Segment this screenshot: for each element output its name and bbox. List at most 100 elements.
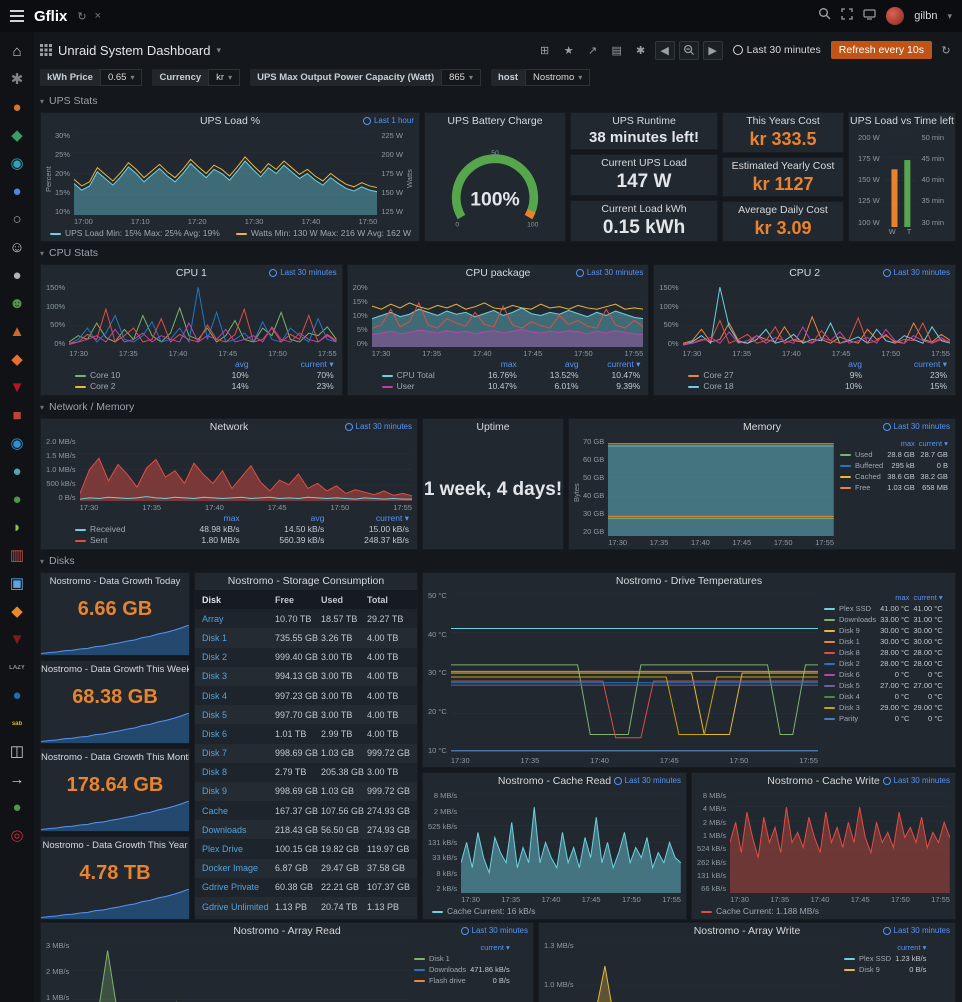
panel-title[interactable]: Nostromo - Storage Consumption: [227, 575, 385, 587]
panel-title[interactable]: Nostromo - Data Growth This Week: [41, 664, 189, 675]
time-range-badge[interactable]: Last 30 minutes: [883, 926, 950, 935]
legend-item[interactable]: Cache Current: 1.188 MB/s: [701, 906, 819, 916]
time-range-badge[interactable]: Last 30 minutes: [883, 268, 950, 277]
legend-sort-current[interactable]: current ▾: [918, 439, 948, 448]
panel-title[interactable]: This Years Cost: [746, 115, 820, 127]
panel-title[interactable]: Average Daily Cost: [738, 204, 828, 217]
disk-link[interactable]: Array: [202, 613, 224, 624]
legend-item[interactable]: Plex SSD: [822, 603, 878, 614]
sidebar-plugin-green-icon[interactable]: ●: [12, 491, 22, 508]
disk-link[interactable]: Disk 5: [202, 709, 228, 720]
panel-title[interactable]: Memory: [743, 421, 781, 433]
row-header-disks[interactable]: ▾ Disks: [40, 552, 956, 570]
legend-item[interactable]: Disk 9: [822, 625, 878, 636]
panel-title[interactable]: Network: [209, 421, 249, 433]
column-header-Disk[interactable]: Disk: [202, 594, 222, 605]
panel-title[interactable]: Nostromo - Data Growth Today: [49, 576, 181, 587]
sidebar-home-icon[interactable]: ⌂: [12, 43, 22, 60]
time-range-badge[interactable]: Last 30 minutes: [345, 422, 412, 431]
variable-value-dropdown[interactable]: Nostromo ▾: [525, 68, 591, 86]
legend-item[interactable]: Downloads: [412, 964, 468, 975]
dashboard-picker-icon[interactable]: [40, 44, 52, 56]
sidebar-plugin-shield-red-icon[interactable]: ▼: [9, 379, 25, 396]
sidebar-plugin-sab-icon[interactable]: sab: [11, 721, 23, 727]
legend-item[interactable]: Disk 3: [822, 702, 878, 713]
save-icon[interactable]: ▤: [607, 41, 627, 60]
legend-item[interactable]: Core 18: [685, 381, 780, 392]
dashboard-title[interactable]: Unraid System Dashboard: [58, 42, 211, 58]
time-range-badge[interactable]: Last 30 minutes: [461, 926, 528, 935]
user-avatar[interactable]: [886, 7, 905, 25]
search-icon[interactable]: [818, 7, 831, 25]
row-header-network-memory[interactable]: ▾ Network / Memory: [40, 398, 956, 416]
panel-title[interactable]: Estimated Yearly Cost: [731, 159, 835, 172]
variable-value-dropdown[interactable]: 865 ▾: [441, 68, 481, 86]
sidebar-plugin-light-icon[interactable]: ●: [12, 267, 22, 284]
disk-link[interactable]: Disk 4: [202, 690, 228, 701]
panel-title[interactable]: Nostromo - Cache Write: [767, 775, 880, 787]
legend-sort-avg[interactable]: avg: [234, 359, 249, 369]
sidebar-plugin-bank-icon[interactable]: ◫: [9, 743, 25, 760]
legend-item[interactable]: Disk 5: [822, 680, 878, 691]
time-range-badge[interactable]: Last 30 minutes: [883, 422, 950, 431]
close-tab-icon[interactable]: ×: [94, 10, 101, 22]
dashboard-title-caret-icon[interactable]: ▾: [216, 44, 221, 55]
legend-item[interactable]: Used: [838, 449, 885, 460]
panel-title[interactable]: CPU 2: [789, 267, 821, 279]
sidebar-plugin-blue-square-icon[interactable]: ▣: [9, 575, 25, 592]
share-icon[interactable]: ↗: [583, 41, 603, 60]
panel-title[interactable]: UPS Load %: [199, 115, 261, 127]
panel-title[interactable]: Nostromo - Cache Read: [497, 775, 612, 787]
sidebar-plugin-github-icon[interactable]: ●: [12, 799, 22, 816]
legend-item[interactable]: Free: [838, 482, 885, 493]
refresh-icon[interactable]: ↻: [936, 41, 956, 60]
panel-title[interactable]: Nostromo - Array Read: [233, 925, 341, 937]
time-range-badge[interactable]: Last 30 minutes: [576, 268, 643, 277]
time-range-badge[interactable]: Last 1 hour: [363, 116, 414, 125]
refresh-interval-button[interactable]: Refresh every 10s: [830, 41, 932, 59]
sidebar-plugin-red-box-icon[interactable]: ■: [12, 407, 22, 424]
disk-link[interactable]: Downloads: [202, 824, 247, 835]
legend-sort-current[interactable]: current ▾: [913, 593, 943, 602]
legend-sort-avg[interactable]: avg: [564, 359, 579, 369]
legend-sort-current[interactable]: current ▾: [480, 943, 510, 952]
time-range-badge[interactable]: Last 30 minutes: [269, 268, 336, 277]
time-range-picker[interactable]: Last 30 minutes: [727, 44, 827, 56]
legend-sort-current[interactable]: current ▾: [607, 359, 641, 369]
sidebar-settings-icon[interactable]: ✱: [10, 71, 24, 88]
sidebar-plugin-orange-icon[interactable]: ●: [12, 99, 22, 116]
disk-link[interactable]: Disk 8: [202, 767, 228, 778]
legend-item[interactable]: Cache Current: 16 kB/s: [432, 906, 535, 916]
legend-item[interactable]: Watts Min: 130 W Max: 216 W Avg: 162 W: [235, 228, 411, 238]
disk-link[interactable]: Gdrive Private: [202, 882, 260, 893]
panel-title[interactable]: Nostromo - Data Growth This Year: [42, 840, 188, 851]
disk-link[interactable]: Docker Image: [202, 863, 259, 874]
legend-sort-max[interactable]: max: [223, 513, 240, 523]
legend-item[interactable]: Flash drive: [412, 975, 468, 986]
legend-item[interactable]: User: [379, 381, 458, 392]
disk-link[interactable]: Plex Drive: [202, 844, 244, 855]
kiosk-mode-icon[interactable]: [841, 7, 853, 25]
legend-item[interactable]: Disk 4: [822, 691, 878, 702]
sidebar-plugin-teal-icon[interactable]: ◉: [10, 155, 24, 172]
sidebar-plugin-water-icon[interactable]: ●: [12, 687, 22, 704]
sidebar-plugin-lime-icon[interactable]: ◗: [12, 519, 22, 536]
variable-value-dropdown[interactable]: kr ▾: [208, 68, 241, 86]
menu-toggle-button[interactable]: [0, 0, 34, 32]
sidebar-plugin-target-icon[interactable]: ◎: [10, 827, 24, 844]
panel-title[interactable]: Nostromo - Drive Temperatures: [615, 575, 763, 587]
legend-item[interactable]: Core 27: [685, 370, 780, 381]
legend-sort-avg[interactable]: avg: [310, 513, 325, 523]
column-header-Total[interactable]: Total: [367, 594, 388, 605]
legend-sort-max[interactable]: max: [900, 439, 915, 448]
disk-link[interactable]: Disk 6: [202, 728, 228, 739]
legend-sort-current[interactable]: current ▾: [375, 513, 409, 523]
tv-icon[interactable]: [863, 7, 876, 25]
zoom-out-icon[interactable]: [678, 40, 699, 60]
add-panel-icon[interactable]: ⊞: [535, 41, 555, 60]
panel-title[interactable]: Nostromo - Data Growth This Month: [41, 752, 189, 763]
legend-sort-max[interactable]: max: [895, 593, 910, 602]
time-back-button[interactable]: ◀: [654, 40, 675, 60]
refresh-tab-icon[interactable]: ↻: [77, 10, 87, 23]
legend-item[interactable]: Disk 1: [412, 953, 468, 964]
